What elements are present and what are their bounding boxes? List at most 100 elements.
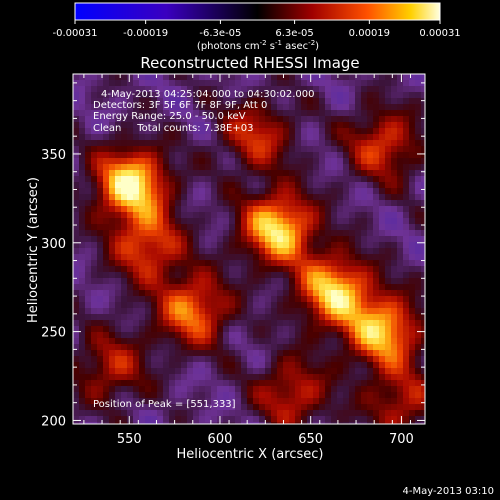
heatmap-cell — [247, 362, 254, 369]
heatmap-cell — [193, 152, 200, 159]
heatmap-cell — [121, 296, 128, 303]
heatmap-cell — [169, 152, 176, 159]
heatmap-cell — [361, 128, 368, 135]
heatmap-cell — [97, 338, 104, 345]
heatmap-cell — [85, 194, 92, 201]
heatmap-cell — [127, 182, 134, 189]
heatmap-cell — [151, 398, 158, 405]
heatmap-cell — [121, 182, 128, 189]
heatmap-cell — [241, 200, 248, 207]
heatmap-cell — [85, 146, 92, 153]
heatmap-cell — [151, 140, 158, 147]
heatmap-cell — [199, 404, 206, 411]
heatmap-cell — [145, 152, 152, 159]
heatmap-cell — [265, 290, 272, 297]
heatmap-cell — [193, 128, 200, 135]
heatmap-cell — [289, 302, 296, 309]
heatmap-cell — [379, 278, 386, 285]
heatmap-cell — [91, 308, 98, 315]
heatmap-cell — [421, 284, 425, 291]
heatmap-cell — [385, 200, 392, 207]
heatmap-cell — [187, 128, 194, 135]
heatmap-cell — [229, 278, 236, 285]
heatmap-cell — [151, 176, 158, 183]
heatmap-cell — [175, 398, 182, 405]
heatmap-cell — [145, 104, 152, 111]
heatmap-cell — [157, 200, 164, 207]
heatmap-cell — [379, 152, 386, 159]
heatmap-cell — [157, 284, 164, 291]
heatmap-cell — [211, 182, 218, 189]
heatmap-cell — [247, 194, 254, 201]
heatmap-cell — [409, 170, 416, 177]
heatmap-cell — [283, 350, 290, 357]
heatmap-cell — [397, 320, 404, 327]
heatmap-cell — [187, 122, 194, 129]
heatmap-cell — [319, 146, 326, 153]
heatmap-cell — [175, 266, 182, 273]
heatmap-cell — [337, 338, 344, 345]
heatmap-cell — [211, 392, 218, 399]
heatmap-cell — [319, 158, 326, 165]
heatmap-cell — [355, 362, 362, 369]
heatmap-cell — [127, 206, 134, 213]
heatmap-cell — [133, 356, 140, 363]
heatmap-cell — [115, 254, 122, 261]
heatmap-cell — [223, 152, 230, 159]
heatmap-cell — [127, 410, 134, 417]
heatmap-cell — [391, 290, 398, 297]
heatmap-cell — [415, 254, 422, 261]
heatmap-cell — [103, 356, 110, 363]
heatmap-cell — [121, 278, 128, 285]
heatmap-cell — [295, 344, 302, 351]
heatmap-cell — [211, 158, 218, 165]
heatmap-cell — [319, 380, 326, 387]
heatmap-cell — [151, 224, 158, 231]
heatmap-cell — [403, 170, 410, 177]
heatmap-cell — [319, 338, 326, 345]
heatmap-cell — [361, 266, 368, 273]
heatmap-cell — [355, 380, 362, 387]
heatmap-cell — [355, 422, 362, 424]
heatmap-cell — [181, 332, 188, 339]
heatmap-cell — [163, 338, 170, 345]
heatmap-cell — [163, 98, 170, 105]
heatmap-cell — [73, 86, 80, 93]
heatmap-cell — [343, 374, 350, 381]
heatmap-cell — [283, 218, 290, 225]
heatmap-cell — [331, 356, 338, 363]
heatmap-cell — [247, 254, 254, 261]
heatmap-cell — [325, 122, 332, 129]
heatmap-cell — [193, 122, 200, 129]
heatmap-cell — [121, 254, 128, 261]
heatmap-cell — [133, 380, 140, 387]
heatmap-cell — [157, 182, 164, 189]
heatmap-cell — [319, 422, 326, 424]
heatmap-cell — [109, 380, 116, 387]
heatmap-cell — [385, 152, 392, 159]
heatmap-cell — [229, 176, 236, 183]
heatmap-cell — [259, 350, 266, 357]
heatmap-cell — [313, 422, 320, 424]
heatmap-cell — [229, 152, 236, 159]
heatmap-cell — [307, 374, 314, 381]
heatmap-cell — [103, 248, 110, 255]
heatmap-cell — [163, 188, 170, 195]
heatmap-cell — [175, 104, 182, 111]
heatmap-cell — [175, 92, 182, 99]
heatmap-cell — [343, 152, 350, 159]
heatmap-cell — [265, 206, 272, 213]
heatmap-cell — [331, 248, 338, 255]
heatmap-cell — [277, 170, 284, 177]
heatmap-cell — [103, 98, 110, 105]
heatmap-cell — [397, 392, 404, 399]
heatmap-cell — [103, 416, 110, 423]
heatmap-cell — [169, 332, 176, 339]
heatmap-cell — [133, 284, 140, 291]
heatmap-cell — [349, 362, 356, 369]
heatmap-cell — [163, 266, 170, 273]
heatmap-cell — [109, 182, 116, 189]
heatmap-cell — [265, 332, 272, 339]
heatmap-cell — [265, 164, 272, 171]
heatmap-cell — [415, 344, 422, 351]
